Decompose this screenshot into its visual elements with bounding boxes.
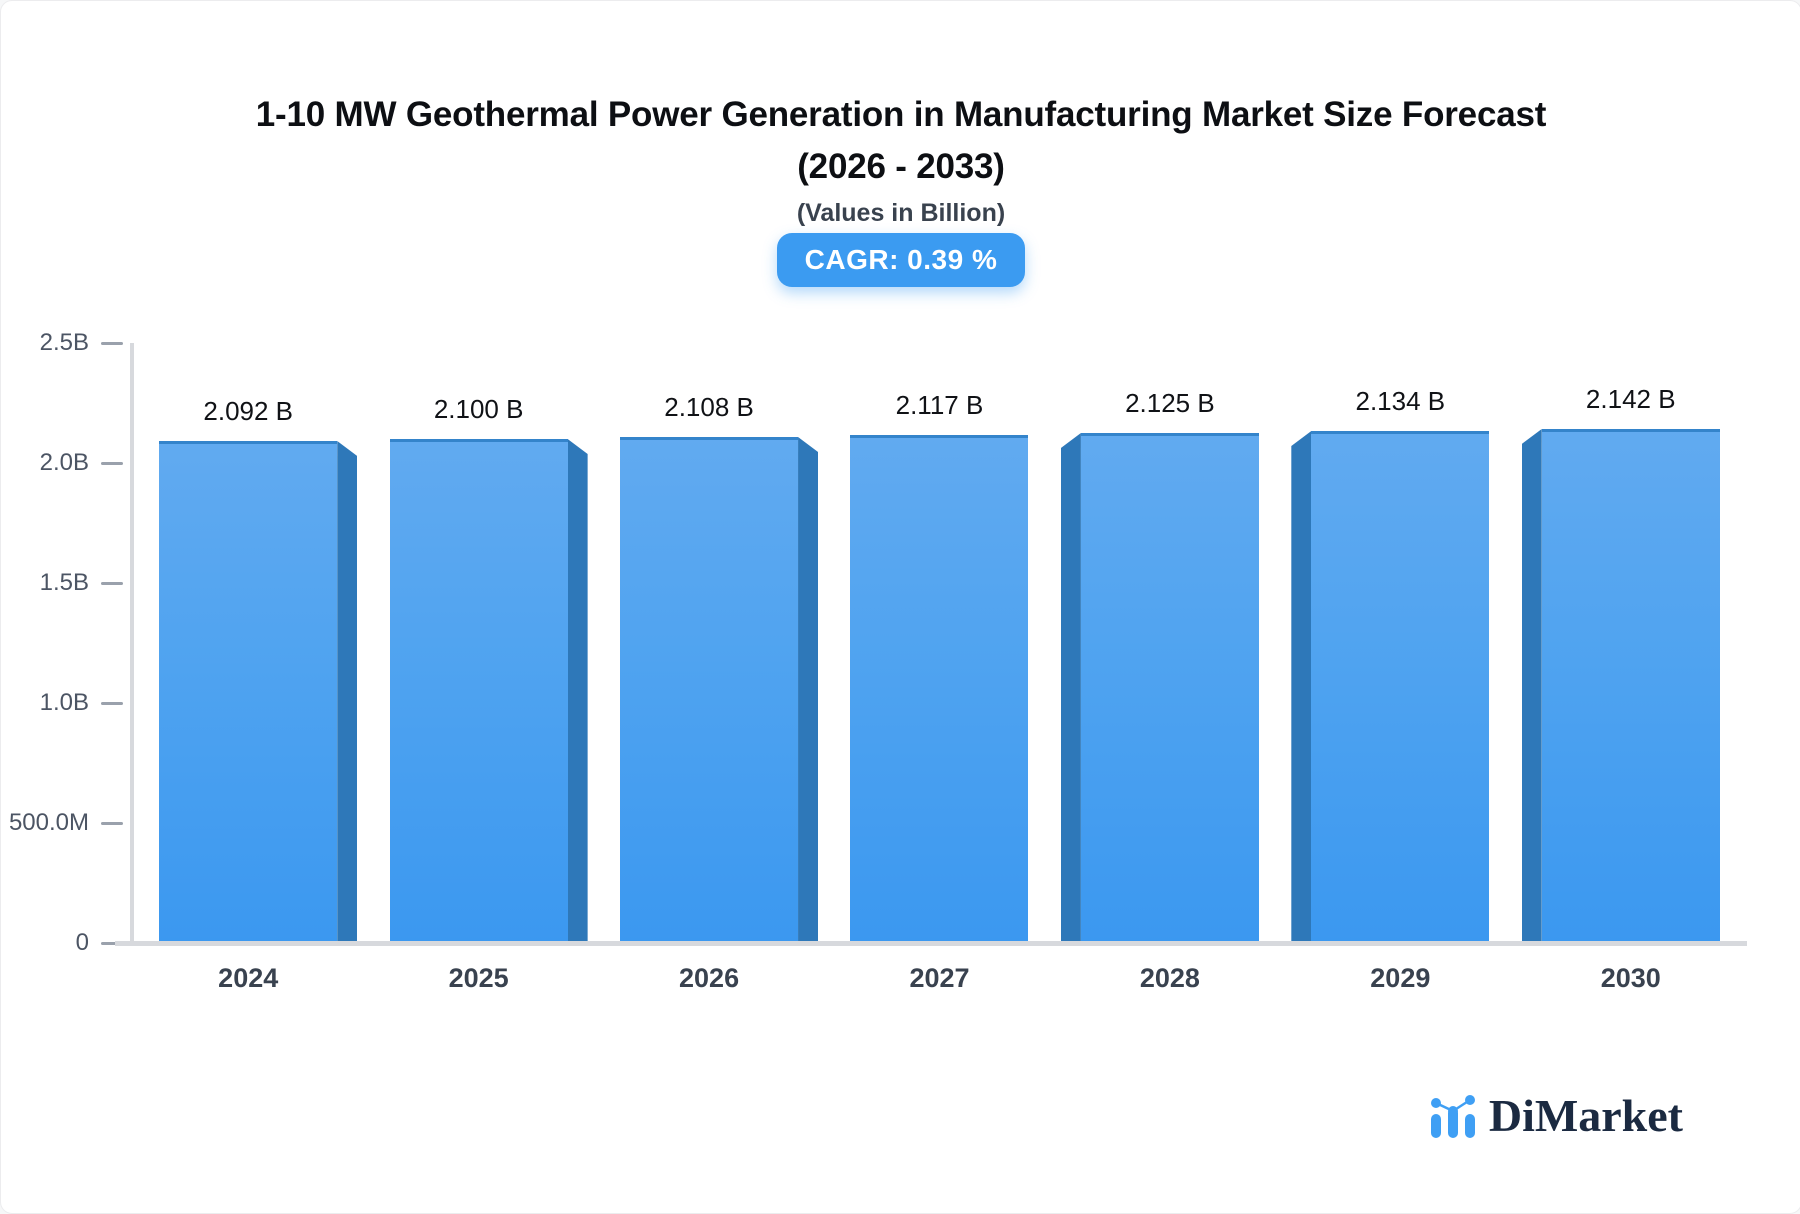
y-tick: 2.5B bbox=[40, 328, 123, 358]
bar bbox=[389, 439, 568, 943]
bar-value-label: 2.100 B bbox=[433, 394, 524, 424]
bar-value-label: 2.142 B bbox=[1585, 384, 1676, 414]
y-axis-ticks: 2.5B 2.0B 1.5B 1.0B 500.0M 0 bbox=[1, 329, 123, 956]
bar bbox=[620, 437, 799, 943]
x-axis-label: 2029 bbox=[1370, 963, 1431, 993]
bar-slot: 2.117 B bbox=[824, 343, 1054, 943]
bar-slot: 2.142 B bbox=[1516, 343, 1746, 943]
y-tick: 2.0B bbox=[40, 448, 123, 478]
x-axis-label: 2025 bbox=[448, 963, 509, 993]
y-tick-dash bbox=[101, 341, 123, 345]
x-axis-line bbox=[115, 941, 1747, 946]
brand-logo-text: DiMarket bbox=[1488, 1090, 1683, 1141]
y-tick-dash bbox=[101, 581, 123, 585]
chart-title-line2: (2026 - 2033) bbox=[797, 147, 1005, 186]
bar bbox=[1541, 429, 1720, 943]
x-axis-label: 2024 bbox=[218, 963, 279, 993]
bar bbox=[159, 441, 338, 943]
y-tick-label: 2.0B bbox=[39, 449, 89, 476]
bar-side-face bbox=[1060, 433, 1081, 943]
brand-logo: DiMarket bbox=[1430, 1089, 1683, 1142]
cagr-badge: CAGR: 0.39 % bbox=[776, 233, 1026, 287]
y-tick-dash bbox=[101, 461, 123, 465]
x-labels-row: 2024 2025 2026 2027 2028 2029 2030 bbox=[133, 963, 1746, 994]
bar-slot: 2.100 B bbox=[363, 343, 593, 943]
y-tick-label: 2.5B bbox=[39, 329, 89, 356]
y-axis-line bbox=[130, 343, 134, 944]
bar-value-label: 2.125 B bbox=[1125, 388, 1215, 418]
bar-side-face bbox=[337, 441, 358, 943]
bars-row: 2.092 B 2.100 B 2.108 B 2.117 B 2.125 B 2.134… bbox=[133, 343, 1746, 943]
bar-value-label: 2.117 B bbox=[895, 390, 984, 420]
bar-value-label: 2.108 B bbox=[664, 392, 754, 422]
x-axis-label: 2030 bbox=[1600, 963, 1661, 993]
bar-slot: 2.108 B bbox=[594, 343, 824, 943]
y-tick-label: 500.0M bbox=[8, 809, 89, 836]
bar-slot: 2.134 B bbox=[1285, 343, 1515, 943]
x-axis-label: 2027 bbox=[909, 963, 970, 993]
y-tick: 1.5B bbox=[40, 568, 123, 598]
bar bbox=[1080, 433, 1259, 943]
x-axis-label: 2028 bbox=[1139, 963, 1200, 993]
bar-side-face bbox=[567, 439, 588, 943]
y-tick-label: 0 bbox=[75, 929, 89, 956]
cagr-badge-wrap: CAGR: 0.39 % bbox=[1, 233, 1800, 287]
y-tick: 500.0M bbox=[9, 808, 123, 838]
bar-side-face bbox=[798, 437, 819, 943]
bar-side-face bbox=[1521, 429, 1542, 943]
values-unit-note: (Values in Billion) bbox=[796, 199, 1006, 227]
bar bbox=[850, 435, 1029, 943]
bar bbox=[1311, 431, 1490, 943]
bar-chart-icon bbox=[1430, 1094, 1475, 1138]
y-tick: 0 bbox=[76, 928, 123, 958]
y-tick-dash bbox=[101, 941, 123, 945]
bar-side-face bbox=[1291, 431, 1312, 943]
bar-slot: 2.092 B bbox=[133, 343, 363, 943]
x-axis-label: 2026 bbox=[679, 963, 740, 993]
y-tick: 1.0B bbox=[40, 688, 123, 718]
chart-title-line1: 1-10 MW Geothermal Power Generation in M… bbox=[255, 95, 1547, 134]
y-tick-dash bbox=[101, 821, 123, 825]
bar-value-label: 2.134 B bbox=[1355, 386, 1446, 416]
y-tick-dash bbox=[101, 701, 123, 705]
bar-slot: 2.125 B bbox=[1055, 343, 1285, 943]
y-tick-label: 1.5B bbox=[39, 569, 89, 596]
bar-value-label: 2.092 B bbox=[203, 396, 294, 426]
y-tick-label: 1.0B bbox=[39, 689, 89, 716]
